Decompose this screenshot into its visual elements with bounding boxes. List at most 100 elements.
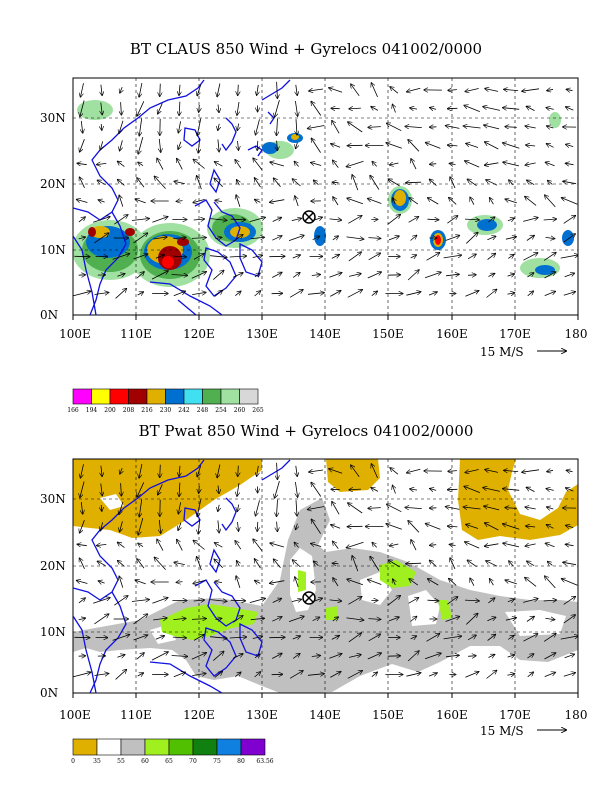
wind-vector (505, 508, 517, 509)
wind-vector (112, 254, 130, 260)
wind-vector (527, 106, 535, 111)
wind-vector (94, 674, 109, 676)
wind-vector (139, 118, 141, 135)
wind-vector (348, 597, 361, 605)
wind-vector (527, 561, 535, 567)
wind-vector (215, 618, 222, 619)
wind-vector (523, 599, 538, 603)
wind-vector (527, 672, 534, 678)
wind-vector (523, 634, 537, 642)
wind-vector (424, 653, 441, 660)
wind-vector (372, 543, 377, 548)
wind-vector (466, 525, 479, 529)
wind-vector (563, 292, 575, 296)
wind-vector (81, 83, 84, 97)
panel1-colorbar: 166 194 200 208 216 230 242 248 254 260 265 (67, 388, 264, 414)
panel1-lon-labels: 100E 110E 120E 130E 140E 150E 160E 170E … (59, 327, 587, 341)
wind-vector (507, 274, 515, 276)
wind-vector (121, 483, 122, 496)
wind-vector (197, 84, 202, 96)
wind-vector (197, 499, 202, 517)
wind-vector (483, 107, 500, 111)
wind-vector (214, 291, 222, 297)
wind-vector (81, 502, 82, 514)
wind-vector (332, 617, 338, 621)
lon-label: 140E (309, 327, 341, 341)
wind-vector (308, 125, 325, 129)
wind-vector (566, 163, 574, 164)
wind-vector (138, 162, 144, 165)
wind-vector (347, 541, 364, 547)
wind-vector (426, 634, 440, 642)
wind-vector (114, 596, 127, 606)
colorbar-swatch (91, 388, 111, 405)
wind-vector (97, 163, 107, 164)
wind-vector (372, 162, 377, 167)
wind-vector (388, 560, 400, 568)
wind-vector (255, 559, 261, 569)
wind-vector (114, 215, 127, 225)
wind-vector (426, 253, 440, 261)
wind-vector (277, 118, 278, 136)
wind-vector (237, 561, 240, 567)
wind-vector (563, 562, 577, 564)
wind-vector (387, 215, 400, 225)
wind-vector (543, 600, 557, 601)
wind-vector (347, 579, 364, 586)
wind-vector (131, 600, 149, 602)
wind-vector (238, 521, 239, 531)
wind-vector (218, 485, 219, 494)
wind-vector (347, 198, 364, 205)
wind-vector (275, 480, 280, 498)
wind-vector (294, 162, 299, 167)
wind-vector (566, 107, 574, 110)
wind-vector (430, 560, 437, 567)
wind-vector (233, 235, 242, 242)
wind-vector (193, 541, 205, 550)
colorbar-label: 60 (141, 758, 149, 765)
wind-vector (118, 161, 125, 167)
wind-vector (445, 617, 460, 622)
colorbar-swatch (96, 738, 122, 756)
wind-vector (270, 162, 285, 167)
wind-vector (136, 653, 144, 660)
wind-scale-label: 15 M/S (480, 724, 524, 738)
wind-vector (115, 289, 127, 299)
wind-vector (197, 118, 202, 136)
wind-vector (197, 176, 202, 190)
wind-vector (371, 291, 377, 297)
wind-vector (464, 486, 480, 493)
wind-vector (237, 180, 240, 186)
wind-vector (450, 177, 456, 189)
wind-vector (312, 236, 320, 239)
wind-vector (430, 489, 437, 491)
wind-vector (333, 182, 339, 183)
wind-vector (274, 178, 281, 188)
wind-vector (351, 465, 360, 478)
wind-vector (210, 219, 226, 221)
wind-vector (232, 273, 243, 278)
wind-vector (368, 253, 381, 261)
wind-vector (390, 163, 399, 165)
wind-vector (311, 656, 320, 657)
wind-vector (230, 219, 246, 220)
wind-vector (311, 163, 322, 166)
wind-vector (467, 635, 476, 641)
wind-vector (137, 673, 144, 676)
wind-vector (488, 655, 495, 658)
wind-vector (98, 200, 105, 202)
colorbar-swatch (192, 738, 218, 756)
wind-vector (405, 507, 422, 508)
wind-vector (296, 465, 297, 476)
wind-vector (210, 600, 226, 602)
wind-vector (98, 180, 106, 186)
lon-label: 170E (499, 327, 531, 341)
wind-vector (447, 216, 457, 224)
wind-vector (490, 579, 494, 586)
wind-vector (218, 104, 219, 113)
wind-vector (332, 121, 340, 134)
wind-vector (289, 290, 303, 298)
wind-vector (371, 464, 378, 479)
wind-vector (177, 201, 183, 202)
wind-vector (348, 252, 361, 262)
